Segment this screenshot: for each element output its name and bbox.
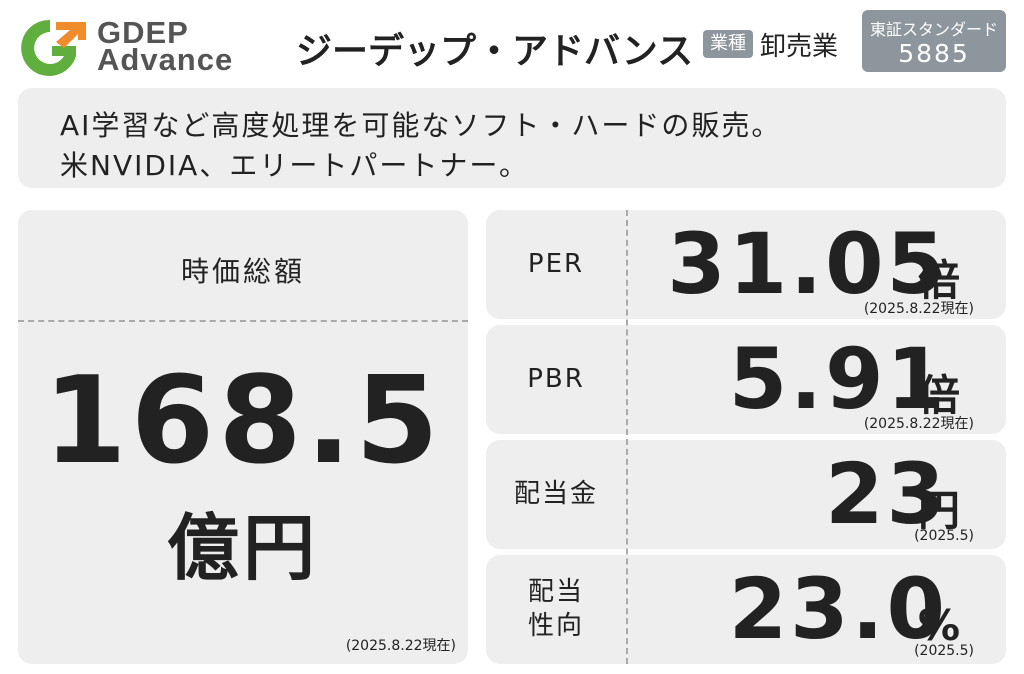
- metric-value: 23: [825, 445, 948, 543]
- description-box: AI学習など高度処理を可能なソフト・ハードの販売。 米NVIDIA、エリートパー…: [18, 88, 1006, 188]
- metric-date: (2025.5): [914, 528, 974, 544]
- code: 5885: [898, 39, 970, 68]
- market-cap-date: (2025.8.22現在): [345, 638, 456, 654]
- market: 東証スタンダード: [869, 20, 998, 39]
- metric-label-line: PBR: [527, 364, 585, 394]
- industry: 卸売業: [760, 32, 839, 62]
- metric-value: 31.05: [667, 215, 948, 313]
- logo-icon: [21, 19, 86, 76]
- metric-date: (2025.5): [914, 643, 974, 659]
- metric-label: PBR: [486, 362, 626, 396]
- metric-box: 配当性向 23.0% (2025.5): [486, 555, 1006, 664]
- metric-box: PBR 5.91 倍 (2025.8.22現在): [486, 325, 1006, 434]
- description-line: 米NVIDIA、エリートパートナー。: [60, 149, 530, 182]
- metric-box: PER 31.05 倍 (2025.8.22現在): [486, 210, 1006, 319]
- company-name: ジーデップ・アドバンス: [296, 31, 694, 72]
- divider: [18, 320, 468, 322]
- metric-label-line: PER: [527, 249, 585, 279]
- metric-value: 23.0: [728, 560, 948, 658]
- market-cap-box: 時価総額 168.5 億円 (2025.8.22現在): [18, 210, 468, 664]
- metric-unit: 倍: [918, 371, 961, 420]
- market-cap-unit: 億円: [166, 506, 319, 590]
- metric-unit: 倍: [918, 256, 961, 305]
- metric-date: (2025.8.22現在): [863, 416, 974, 432]
- metric-label-line: 配当金: [513, 479, 598, 509]
- metric-label-line: 配当: [527, 577, 584, 607]
- logo-text: GDEP: [97, 15, 189, 50]
- metric-unit: %: [918, 601, 961, 650]
- market-cap-label: 時価総額: [180, 255, 305, 288]
- metric-unit: 円: [918, 486, 961, 535]
- metric-label-line: 性向: [527, 611, 584, 641]
- divider: [626, 210, 628, 664]
- metric-label: PER: [486, 247, 626, 281]
- industry-badge: 業種: [703, 30, 753, 58]
- metric-box: 配当金 23 円 (2025.5): [486, 440, 1006, 549]
- metric-value: 5.91: [728, 330, 948, 428]
- description-line: AI学習など高度処理を可能なソフト・ハードの販売。: [60, 109, 782, 142]
- market-box: 東証スタンダード 5885: [862, 10, 1006, 72]
- metric-label: 配当金: [486, 477, 626, 511]
- metric-label: 配当 性向: [486, 575, 626, 643]
- metric-date: (2025.8.22現在): [863, 301, 974, 317]
- market-cap-value: 168.5: [43, 352, 443, 491]
- logo-text: Advance: [97, 42, 234, 77]
